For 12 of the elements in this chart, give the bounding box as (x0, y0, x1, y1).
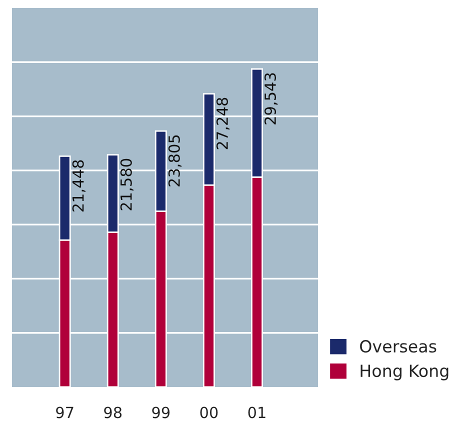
annotation: 29,543 (264, 73, 278, 124)
annotation: 27,248 (216, 98, 230, 150)
annotation: 21,580 (120, 158, 134, 210)
x-tick-label: 00 (200, 406, 218, 418)
x-tick-label: 01 (248, 406, 266, 418)
legend-label: Overseas (360, 340, 436, 353)
annotation: 23,805 (168, 135, 182, 186)
x-tick-label: 97 (56, 406, 74, 418)
annotation: 21,448 (72, 160, 86, 212)
x-tick-label: 98 (104, 406, 122, 418)
legend-label: Hong Kong (360, 364, 448, 380)
x-tick-label: 99 (152, 406, 170, 418)
